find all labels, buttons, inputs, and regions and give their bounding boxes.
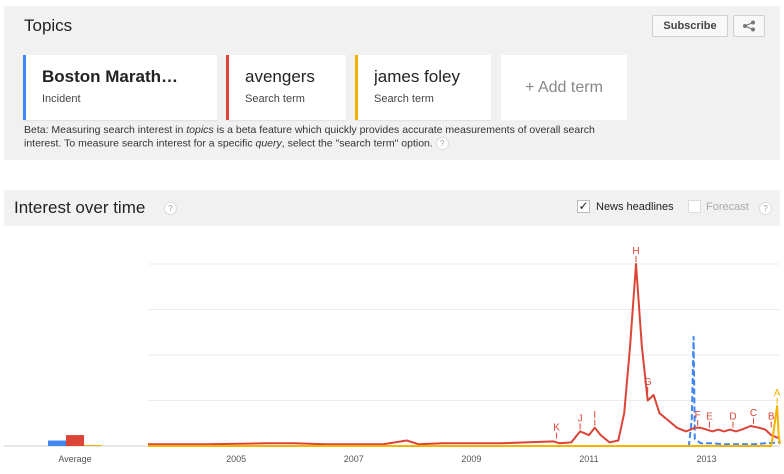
- add-term-button[interactable]: + Add term: [501, 55, 627, 120]
- x-tick-label: 2011: [579, 454, 598, 464]
- interest-over-time-header: Interest over time ? ✓ News headlines Fo…: [4, 190, 780, 226]
- news-headline-marker: D: [729, 412, 736, 423]
- news-headline-marker: G: [644, 377, 652, 388]
- news-headline-marker: C: [750, 408, 757, 419]
- help-icon[interactable]: ?: [435, 137, 449, 150]
- average-bar: [84, 445, 102, 446]
- forecast-checkbox[interactable]: [688, 200, 701, 213]
- series-line: [148, 335, 781, 447]
- news-headline-marker: E: [706, 412, 713, 423]
- forecast-label[interactable]: Forecast: [706, 201, 749, 213]
- term-type: Search term: [374, 93, 434, 105]
- help-icon[interactable]: ?: [164, 202, 177, 215]
- share-icon: [743, 20, 755, 32]
- check-icon: ✓: [578, 199, 589, 213]
- beta-note-query: query: [255, 137, 282, 150]
- series-line: [148, 263, 781, 446]
- x-tick-label: 2013: [696, 454, 716, 464]
- news-headline-marker: F: [695, 410, 701, 421]
- topics-title: Topics: [24, 16, 73, 35]
- beta-note: Beta: Measuring search interest in topic…: [24, 124, 624, 150]
- news-headline-marker: H: [632, 246, 639, 257]
- interest-over-time-title: Interest over time: [14, 198, 146, 217]
- term-name: james foley: [374, 67, 460, 86]
- x-tick-label: 2005: [226, 454, 246, 464]
- topics-panel: Topics Subscribe Boston Marath… Incident…: [4, 6, 780, 160]
- x-tick-label: 2009: [461, 454, 481, 464]
- news-headlines-checkbox[interactable]: ✓: [577, 200, 590, 213]
- series-line: [148, 405, 781, 447]
- average-bar: [48, 440, 66, 446]
- term-card-avengers[interactable]: avengers Search term: [226, 55, 346, 120]
- term-name: Boston Marath…: [42, 67, 178, 86]
- news-headline-marker: B: [768, 412, 775, 423]
- term-card-james-foley[interactable]: james foley Search term: [355, 55, 491, 120]
- news-headline-marker: J: [578, 413, 583, 424]
- beta-note-text: Beta: Measuring search interest in: [24, 124, 187, 136]
- average-label: Average: [58, 454, 91, 464]
- average-bar: [66, 435, 84, 446]
- news-headline-marker: A: [774, 388, 781, 399]
- interest-chart: Average 2005 2007 2009 2011 2013 K J I H G F E D C B A: [0, 228, 784, 469]
- interest-chart-svg: Average 2005 2007 2009 2011 2013 K J I H G F E D C B A: [4, 246, 781, 464]
- term-card-boston-marathon[interactable]: Boston Marath… Incident: [23, 55, 217, 120]
- term-name: avengers: [245, 67, 315, 86]
- x-tick-label: 2007: [344, 454, 364, 464]
- share-button[interactable]: [733, 15, 765, 37]
- term-type: Incident: [42, 93, 81, 105]
- subscribe-button[interactable]: Subscribe: [652, 15, 728, 37]
- beta-note-text: , select the "search term" option.: [281, 137, 433, 150]
- term-type: Search term: [245, 93, 305, 105]
- news-headline-marker: K: [553, 423, 560, 434]
- help-icon[interactable]: ?: [759, 202, 772, 215]
- news-headline-marker: I: [593, 410, 596, 421]
- beta-note-topics: topics: [186, 124, 214, 136]
- beta-note-text: is a beta feature which quickly provides…: [24, 124, 595, 150]
- news-headlines-label[interactable]: News headlines: [596, 201, 674, 213]
